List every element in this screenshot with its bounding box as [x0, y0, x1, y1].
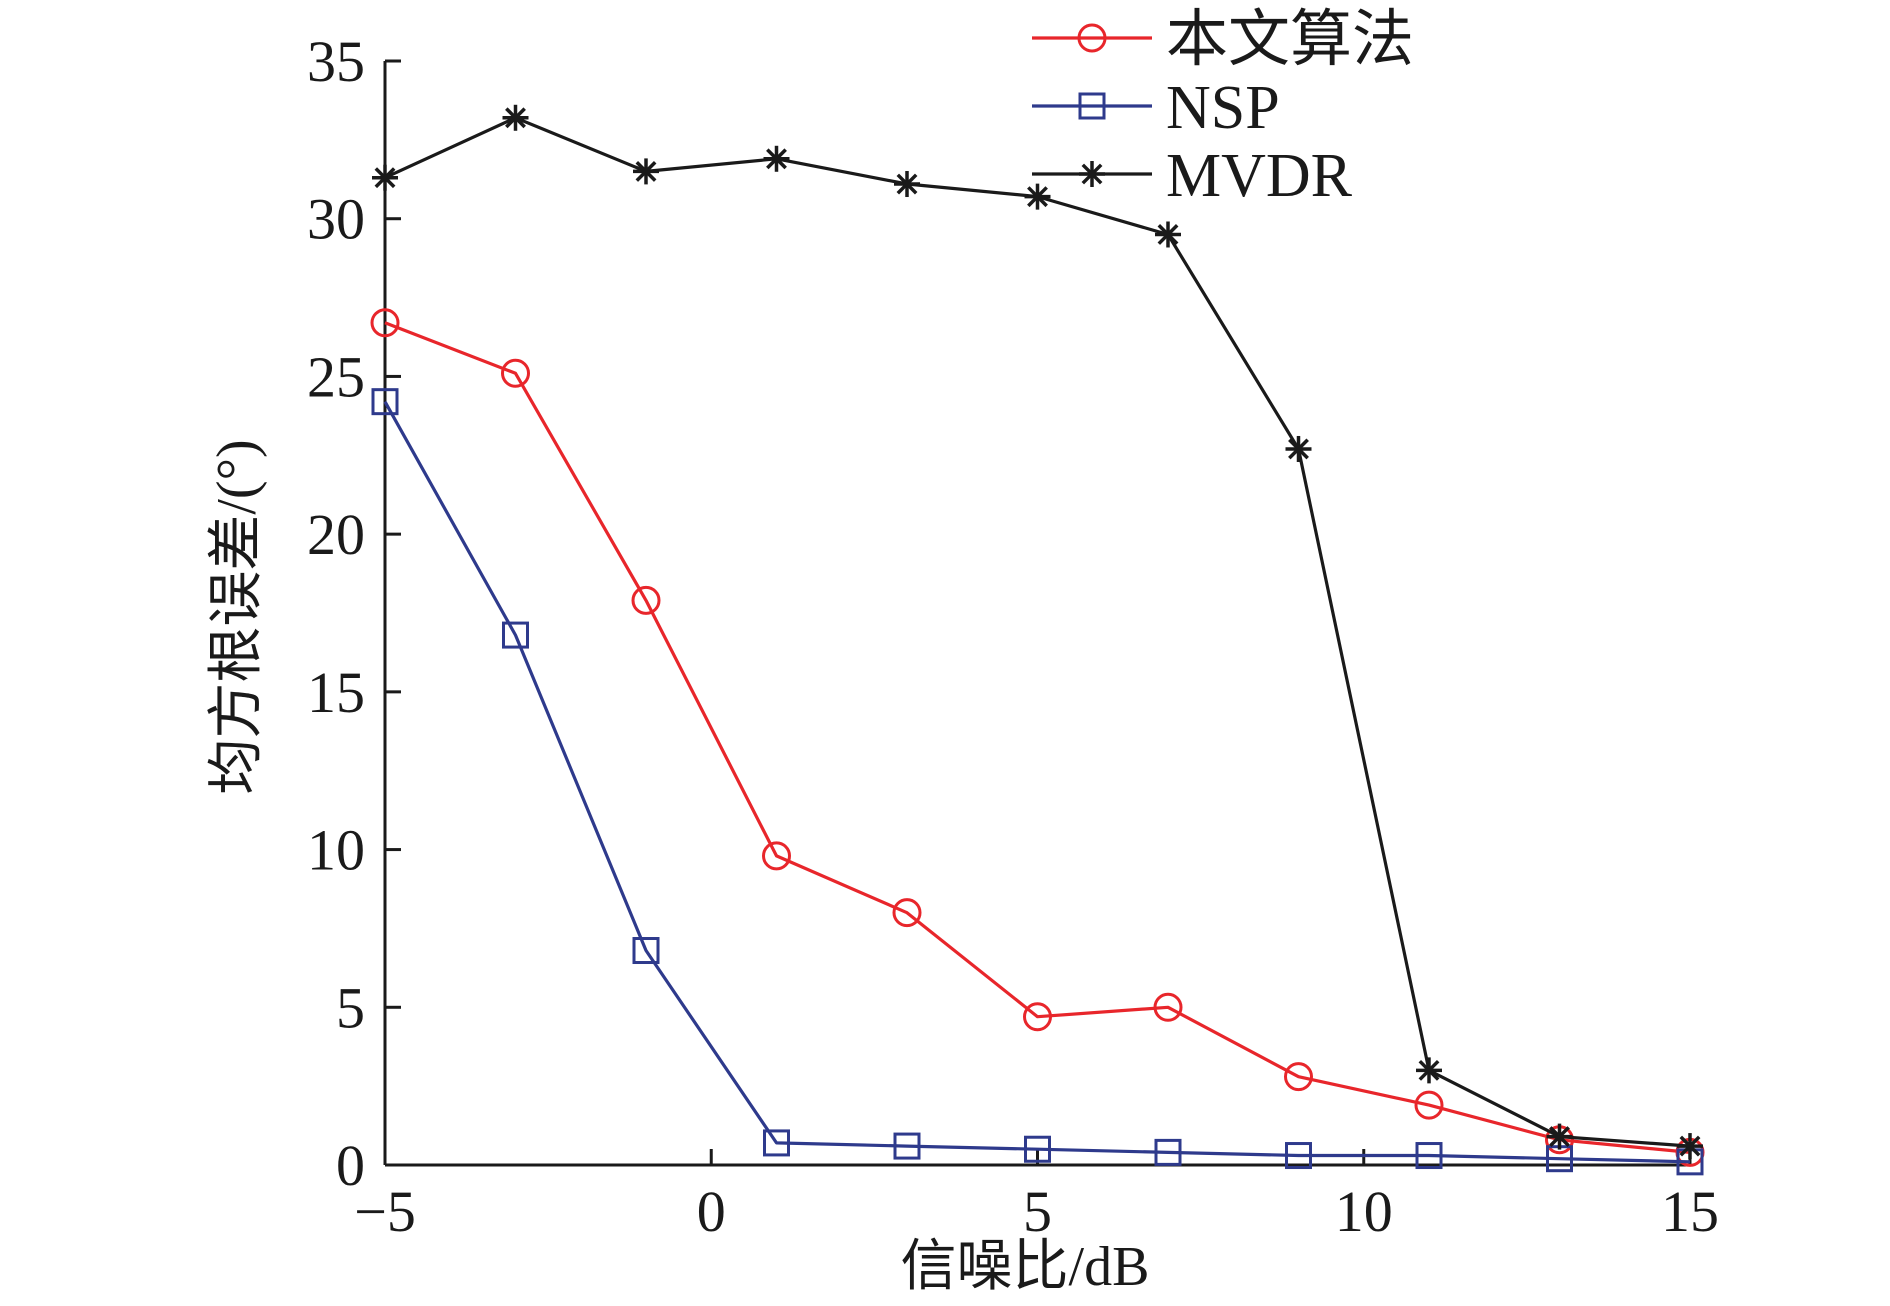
data-point: [632, 937, 660, 965]
data-point: [502, 621, 529, 649]
x-tick-label: 5: [1023, 1179, 1052, 1244]
data-point: [1285, 435, 1312, 462]
data-point: [1024, 1135, 1051, 1163]
x-axis-title: 信噪比/dB: [901, 1236, 1150, 1298]
data-point: [371, 388, 399, 416]
data-point: [501, 358, 530, 388]
y-tick-label: 5: [336, 975, 365, 1040]
data-point: [370, 308, 400, 338]
legend-label: NSP: [1166, 74, 1280, 142]
data-point: [1546, 1123, 1573, 1150]
data-point: [1154, 1138, 1182, 1166]
y-tick-label: 15: [307, 660, 365, 725]
series-line: [383, 400, 1691, 1164]
legend-item: MVDR: [1032, 142, 1353, 210]
data-point: [1416, 1057, 1442, 1084]
y-tick-label: 20: [307, 502, 365, 567]
legend-item: NSP: [1032, 74, 1280, 142]
data-point: [633, 158, 659, 185]
data-point: [372, 164, 398, 191]
legend-marker: [1079, 161, 1105, 187]
data-point: [763, 1129, 790, 1157]
data-point: [1023, 1002, 1052, 1032]
y-tick-label: 10: [307, 818, 365, 883]
legend-marker: [1078, 92, 1106, 120]
data-point: [1284, 1062, 1313, 1092]
y-tick-label: 30: [307, 187, 365, 252]
series-0: [370, 308, 1705, 1167]
x-tick-label: 0: [697, 1179, 726, 1244]
data-point: [1024, 183, 1051, 210]
legend-label: 本文算法: [1166, 6, 1414, 74]
series-2: [372, 104, 1703, 1160]
y-axis-title: 均方根误差/(°): [206, 439, 268, 794]
x-tick-label: −5: [354, 1179, 416, 1244]
data-point: [892, 898, 922, 928]
legend-marker: [1077, 23, 1107, 53]
data-point: [1677, 1133, 1703, 1160]
data-point: [631, 585, 661, 615]
data-point: [1414, 1090, 1444, 1120]
data-point: [1153, 992, 1183, 1022]
data-point: [893, 1132, 921, 1160]
data-point: [763, 145, 790, 172]
series-1: [371, 388, 1704, 1176]
legend-label: MVDR: [1166, 142, 1353, 210]
data-point: [894, 171, 920, 198]
data-point: [1155, 221, 1181, 248]
series-line: [384, 321, 1691, 1154]
data-point: [762, 841, 791, 871]
x-tick-label: 15: [1661, 1179, 1719, 1244]
x-tick-label: 10: [1335, 1179, 1393, 1244]
y-tick-label: 25: [307, 344, 365, 409]
y-tick-label: 0: [336, 1133, 365, 1198]
data-point: [502, 104, 529, 131]
legend-item: 本文算法: [1032, 6, 1414, 74]
plot-series: [370, 104, 1705, 1176]
y-tick-label: 35: [307, 29, 365, 94]
data-point: [1415, 1142, 1443, 1170]
data-point: [1285, 1142, 1312, 1170]
series-line: [384, 116, 1691, 1148]
